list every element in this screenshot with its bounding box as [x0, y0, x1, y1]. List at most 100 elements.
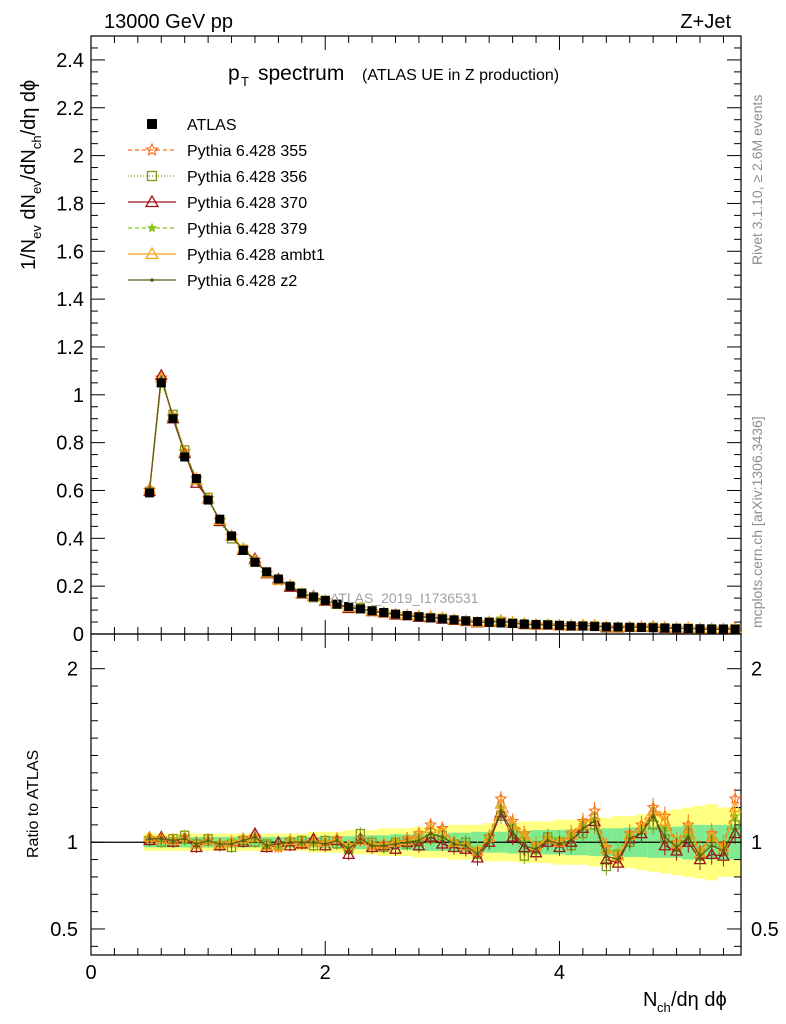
title-paren: (ATLAS UE in Z production)	[362, 67, 559, 84]
atlas-point-top	[250, 557, 260, 567]
series-point-ratio	[405, 840, 409, 844]
atlas-point-top	[273, 574, 283, 584]
series-point-ratio	[323, 842, 327, 846]
series-point-ratio	[511, 830, 515, 834]
series-point-ratio	[218, 842, 222, 846]
atlas-point-top	[707, 624, 717, 634]
ratio-panel: 0 2 4 0.5 0.5 1 1 2 2	[50, 633, 779, 984]
legend: ATLAS Pythia 6.428 355 Pythia 6.428 356 Pyt…	[128, 117, 325, 290]
atlas-point-top	[262, 567, 272, 577]
atlas-point-top	[718, 624, 728, 634]
legend-item: Pythia 6.428 355	[128, 142, 307, 160]
series-point-ratio	[417, 838, 421, 843]
atlas-point-top	[215, 514, 225, 524]
legend-item: Pythia 6.428 370	[128, 194, 307, 212]
series-point-ratio	[194, 842, 199, 846]
ylabel-part-2: ev	[29, 225, 44, 239]
series-point-ratio	[288, 840, 292, 844]
y-tick-label-top: 2.4	[56, 50, 84, 72]
series-point-ratio	[260, 840, 274, 853]
y-tick-label-top: 2	[73, 146, 84, 168]
atlas-point-top	[484, 617, 494, 627]
series-point-ratio	[265, 844, 269, 848]
series-point-ratio	[241, 838, 245, 843]
y-tick-label-top: 0.4	[56, 528, 84, 550]
series-point-ratio	[616, 857, 620, 862]
legend-item: Pythia 6.428 z2	[128, 273, 297, 290]
ylabel-part-6: ch	[29, 135, 44, 149]
ylabel-part-5: /dN	[18, 149, 40, 180]
atlas-point-top	[449, 615, 459, 625]
y-tick-label-ratio: 0.5	[50, 919, 78, 941]
xlabel-main: N	[643, 989, 657, 1011]
legend-label: Pythia 6.428 ambt1	[187, 247, 325, 264]
atlas-point-top	[402, 611, 412, 621]
series-point-ratio	[429, 831, 433, 836]
atlas-point-top	[191, 474, 201, 484]
atlas-point-top	[367, 606, 377, 616]
series-point-ratio	[710, 844, 714, 848]
atlas-point-top	[472, 617, 482, 627]
series-point-ratio	[143, 833, 157, 846]
series-point-ratio	[358, 837, 362, 841]
atlas-point-top	[496, 618, 506, 628]
y-tick-label-top: 0.8	[56, 433, 84, 455]
atlas-point-top	[437, 614, 447, 624]
legend-label: Pythia 6.428 z2	[187, 273, 297, 290]
atlas-point-top	[648, 623, 658, 633]
y-tick-label-ratio-right: 1	[751, 832, 762, 854]
legend-item: Pythia 6.428 379	[128, 221, 307, 238]
ylabel-part-3: dN	[18, 194, 40, 225]
atlas-point-top	[613, 622, 623, 632]
series-point-ratio	[581, 826, 585, 830]
atlas-point-top	[332, 599, 342, 609]
y-tick-label-ratio-right: 2	[751, 659, 762, 681]
y-tick-label-top: 2.2	[56, 98, 84, 120]
y-tick-label-top: 0.2	[56, 576, 84, 598]
atlas-point-top	[297, 588, 307, 598]
y-tick-label-top: 1.2	[56, 337, 84, 359]
atlas-point-top	[730, 624, 740, 634]
series-point-ratio	[705, 847, 719, 860]
atlas-point-top	[566, 621, 576, 631]
ylabel-part-4: ev	[29, 180, 44, 194]
atlas-point-top	[309, 592, 319, 602]
xlabel-sub: ch	[657, 1000, 671, 1015]
atlas-point-top	[660, 623, 670, 633]
atlas-point-top	[531, 619, 541, 629]
atlas-point-top	[320, 596, 330, 606]
atlas-point-top	[344, 601, 354, 611]
series-point-ratio	[424, 830, 438, 842]
atlas-point-top	[426, 613, 436, 623]
series-point-ratio	[253, 835, 257, 839]
series-point-ratio	[728, 800, 742, 813]
y-tick-label-ratio: 1	[67, 832, 78, 854]
atlas-point-top	[554, 620, 564, 630]
y-tick-label-top: 1.8	[56, 193, 84, 215]
series-point-ratio	[335, 838, 339, 843]
series-point-ratio	[546, 838, 550, 843]
legend-marker	[147, 119, 157, 129]
legend-label: Pythia 6.428 355	[187, 143, 307, 160]
series-point-ratio	[440, 835, 444, 839]
series-point-ratio	[698, 854, 702, 858]
series-point-ratio	[459, 842, 473, 854]
series-point-ratio	[300, 840, 304, 844]
legend-marker	[144, 194, 160, 208]
series-point-ratio	[370, 844, 374, 848]
series-point-ratio	[487, 838, 491, 843]
series-point-ratio	[733, 826, 737, 830]
x-tick-label: 0	[85, 962, 96, 984]
x-tick-label: 2	[320, 962, 331, 984]
y-tick-label-top: 1	[73, 385, 84, 407]
plot-title: p T spectrum (ATLAS UE in Z production)	[228, 62, 559, 89]
mcplots-label: mcplots.cern.ch [arXiv:1306.3436]	[749, 416, 765, 628]
y-tick-label-top: 0	[73, 624, 84, 646]
rivet-label: Rivet 3.1.10, ≥ 2.6M events	[749, 95, 765, 265]
ylabel-part-7: /dη dϕ	[18, 80, 40, 136]
legend-marker	[144, 246, 160, 260]
atlas-point-top	[379, 607, 389, 617]
series-point-ratio	[166, 835, 180, 847]
series-point-ratio	[475, 852, 480, 856]
analysis-watermark: ATLAS_2019_I1736531	[330, 590, 479, 606]
